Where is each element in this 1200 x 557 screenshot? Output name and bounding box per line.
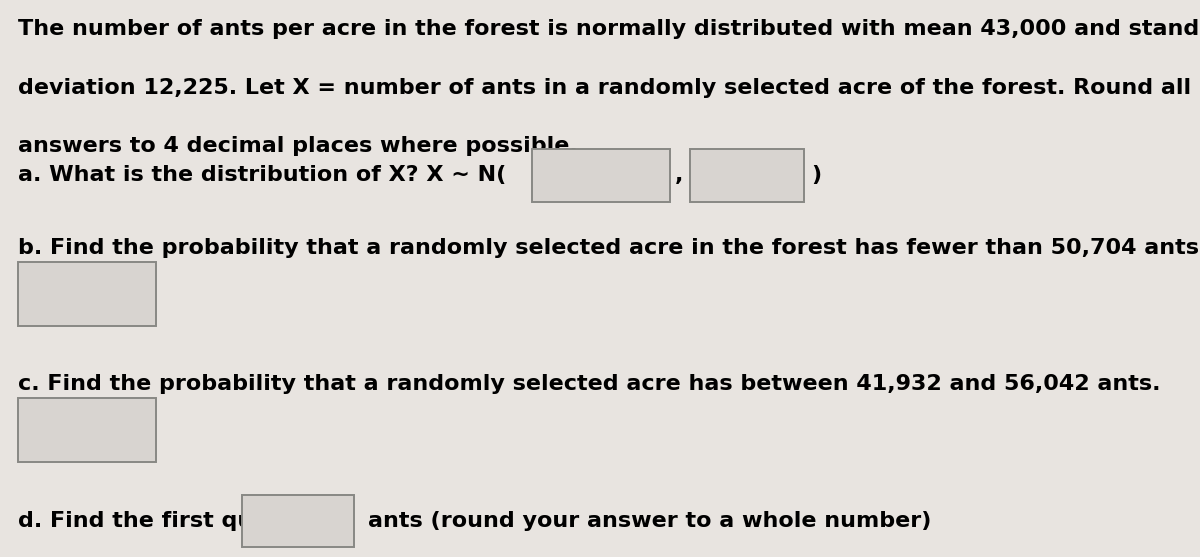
Text: ): ) — [811, 165, 821, 185]
Text: ,: , — [674, 165, 683, 185]
FancyBboxPatch shape — [532, 149, 670, 202]
FancyBboxPatch shape — [18, 398, 156, 462]
FancyBboxPatch shape — [242, 495, 354, 547]
FancyBboxPatch shape — [18, 262, 156, 326]
Text: a. What is the distribution of X? X ∼ N(: a. What is the distribution of X? X ∼ N( — [18, 165, 506, 185]
Text: deviation 12,225. Let X = number of ants in a randomly selected acre of the fore: deviation 12,225. Let X = number of ants… — [18, 78, 1192, 98]
Text: ants (round your answer to a whole number): ants (round your answer to a whole numbe… — [368, 511, 931, 531]
Text: The number of ants per acre in the forest is normally distributed with mean 43,0: The number of ants per acre in the fores… — [18, 19, 1200, 40]
Text: d. Find the first quartile.: d. Find the first quartile. — [18, 511, 329, 531]
Text: answers to 4 decimal places where possible.: answers to 4 decimal places where possib… — [18, 136, 577, 157]
Text: c. Find the probability that a randomly selected acre has between 41,932 and 56,: c. Find the probability that a randomly … — [18, 374, 1160, 394]
Text: b. Find the probability that a randomly selected acre in the forest has fewer th: b. Find the probability that a randomly … — [18, 238, 1200, 258]
FancyBboxPatch shape — [690, 149, 804, 202]
